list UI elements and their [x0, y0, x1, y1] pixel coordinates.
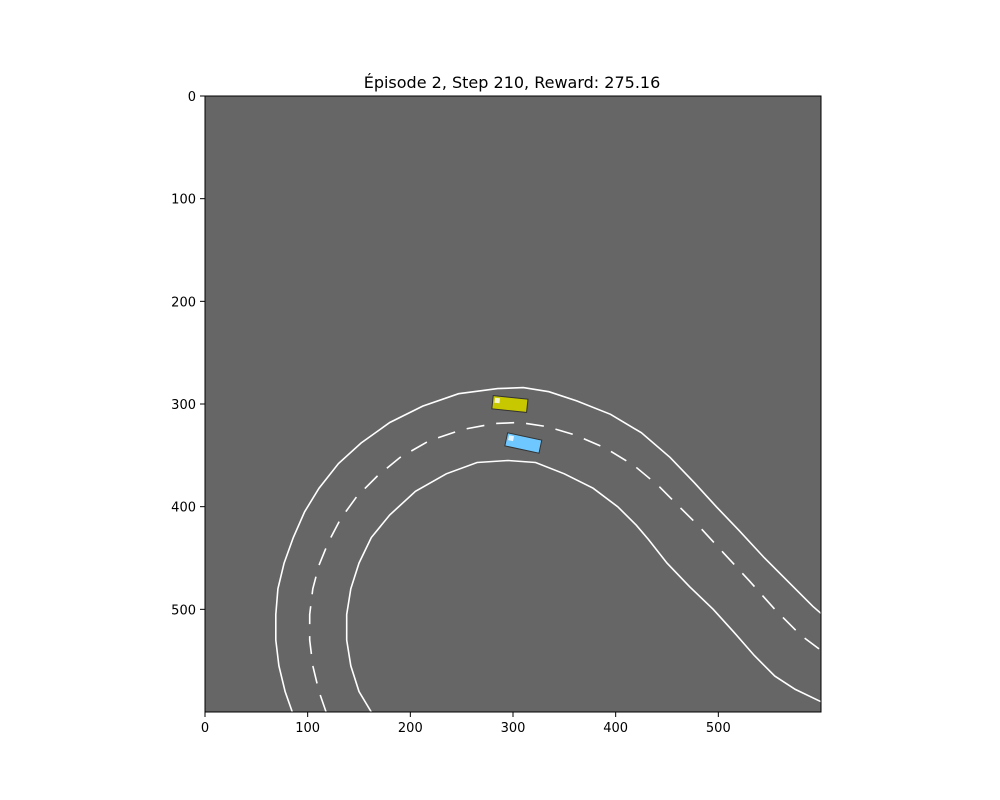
y-tick-label: 300 — [171, 398, 196, 413]
figure-title: Épisode 2, Step 210, Reward: 275.16 — [364, 73, 661, 92]
vehicle-light — [494, 397, 500, 404]
inner-lane-edge — [345, 459, 821, 712]
other-vehicle — [491, 394, 529, 414]
axis-ticks: 0 100 200 300 400 500 0 100 200 300 400 500 — [171, 90, 731, 736]
x-tick-label: 500 — [706, 721, 731, 736]
vehicle-body — [491, 394, 529, 414]
y-tick-label: 500 — [171, 603, 196, 618]
y-tick-label: 0 — [188, 90, 196, 105]
x-tick-label: 0 — [201, 721, 209, 736]
y-tick-label: 200 — [171, 295, 196, 310]
y-tick-label: 400 — [171, 501, 196, 516]
x-tick-label: 400 — [603, 721, 628, 736]
y-tick-label: 100 — [171, 193, 196, 208]
x-tick-label: 200 — [398, 721, 423, 736]
game-viewport — [204, 95, 822, 713]
ego-vehicle — [504, 432, 543, 454]
vehicle-light — [508, 435, 515, 442]
x-tick-label: 100 — [295, 721, 320, 736]
center-dashed-line — [308, 421, 821, 712]
vehicle-body — [504, 432, 543, 454]
outer-lane-edge — [275, 386, 821, 712]
x-tick-label: 300 — [501, 721, 526, 736]
